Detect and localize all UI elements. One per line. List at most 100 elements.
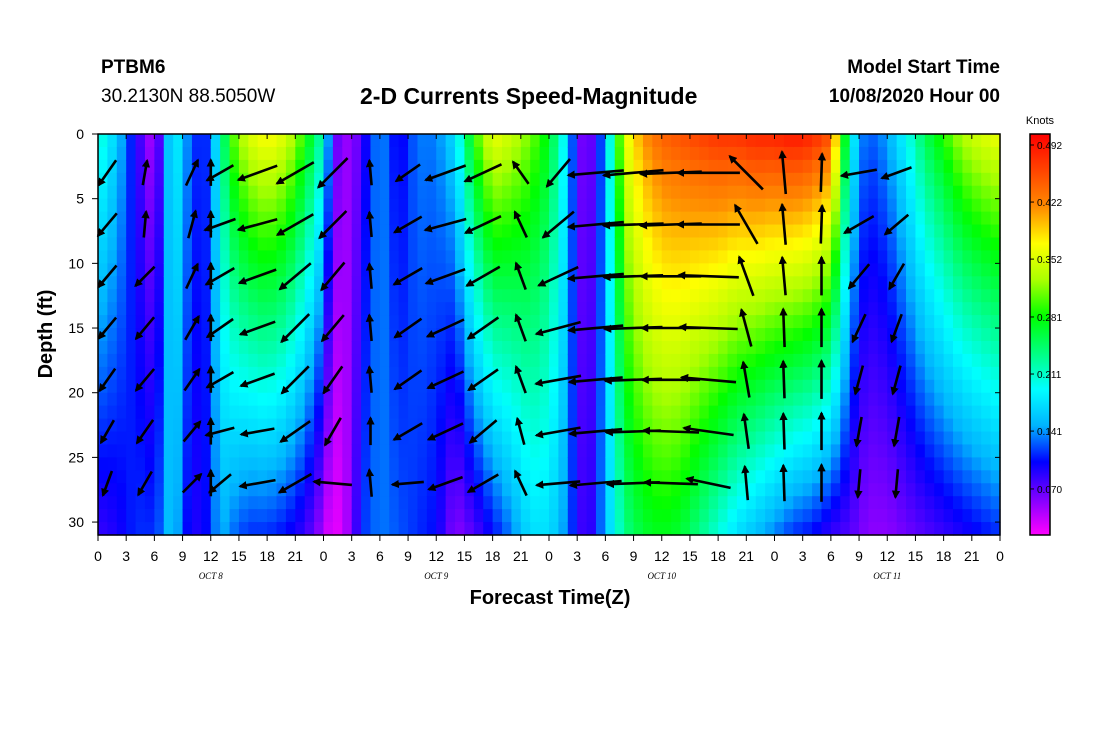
heatmap-cell [154,496,165,510]
heatmap-cell [624,302,635,316]
heatmap-cell [370,159,381,174]
heatmap-cell [868,431,879,446]
heatmap-cell [483,509,494,523]
heatmap-cell [877,185,888,200]
heatmap-cell [859,418,870,433]
heatmap-cell [774,237,785,252]
heatmap-cell [755,289,766,303]
heatmap-cell [126,146,137,161]
heatmap-cell [558,315,569,329]
heatmap-cell [990,509,1001,523]
heatmap-cell [840,146,851,161]
heatmap-cell [605,483,616,497]
heatmap-cell [135,134,146,148]
heatmap-cell [417,315,428,329]
heatmap-cell [539,457,550,471]
heatmap-cell [896,328,907,342]
heatmap-cell [906,522,917,536]
current-vector [737,255,755,297]
heatmap-cell [182,185,193,200]
heatmap-cell [896,418,907,433]
current-vector [181,472,203,494]
heatmap-cell [915,159,926,174]
heatmap-cell [455,276,466,290]
x-tick-label: 9 [855,548,863,564]
heatmap-cell [953,328,964,342]
heatmap-cell [699,198,710,213]
heatmap-cell [971,159,982,174]
heatmap-cell [774,496,785,510]
heatmap-cell [924,159,935,174]
heatmap-cell [896,483,907,497]
heatmap-cell [398,276,409,290]
heatmap-cell [783,211,794,226]
heatmap-cell [614,457,625,471]
current-vector [566,272,624,283]
heatmap-cell [379,366,390,381]
heatmap-cell [962,328,973,342]
heatmap-cell [868,146,879,161]
heatmap-cell [154,340,165,355]
heatmap-cell [699,405,710,420]
x-axis-label: Forecast Time(Z) [470,587,631,609]
heatmap-cell [699,379,710,394]
heatmap-cell [464,522,475,536]
heatmap-cell [821,340,832,355]
heatmap-cell [718,340,729,355]
heatmap-cell [98,134,108,148]
model-start-value: 10/08/2020 Hour 00 [828,86,1000,107]
heatmap-cell [567,276,578,290]
heatmap-cell [445,457,456,471]
heatmap-cell [971,366,982,381]
heatmap-cell [727,172,738,187]
speed-heatmap [98,134,1001,536]
heatmap-cell [812,353,823,368]
heatmap-cell [135,250,146,264]
heatmap-cell [417,496,428,510]
heatmap-cell [868,302,879,316]
heatmap-cell [774,211,785,226]
heatmap-cell [605,134,616,148]
colorbar-tick-label: 0.492 [1037,141,1062,152]
heatmap-cell [530,470,541,484]
current-vector [541,210,575,239]
heatmap-cell [953,470,964,484]
heatmap-cell [765,496,776,510]
heatmap-cell [859,328,870,342]
heatmap-cell [633,353,644,368]
heatmap-cell [473,134,484,148]
heatmap-cell [445,224,456,239]
heatmap-cell [163,328,174,342]
heatmap-cell [708,522,719,536]
heatmap-cell [511,444,522,458]
heatmap-cell [530,224,541,239]
heatmap-cell [520,289,531,303]
heatmap-cell [821,366,832,381]
heatmap-cell [595,340,606,355]
heatmap-cell [924,522,935,536]
heatmap-cell [520,224,531,239]
heatmap-cell [652,134,663,148]
heatmap-cell [877,496,888,510]
heatmap-cell [812,496,823,510]
heatmap-cell [445,146,456,161]
heatmap-cell [144,340,155,355]
heatmap-cell [220,366,231,381]
heatmap-cell [642,146,653,161]
heatmap-cell [877,276,888,290]
heatmap-cell [539,392,550,407]
heatmap-cell [201,159,212,174]
heatmap-cell [191,444,202,458]
heatmap-cell [126,328,137,342]
heatmap-cell [257,392,268,407]
heatmap-cell [549,470,559,484]
heatmap-cell [783,496,794,510]
heatmap-cell [154,289,165,303]
heatmap-cell [915,405,926,420]
x-tick-label: 15 [457,548,473,564]
heatmap-cell [595,522,606,536]
heatmap-cell [332,496,343,510]
heatmap-cell [981,522,992,536]
heatmap-cell [379,405,390,420]
heatmap-cell [135,457,146,471]
